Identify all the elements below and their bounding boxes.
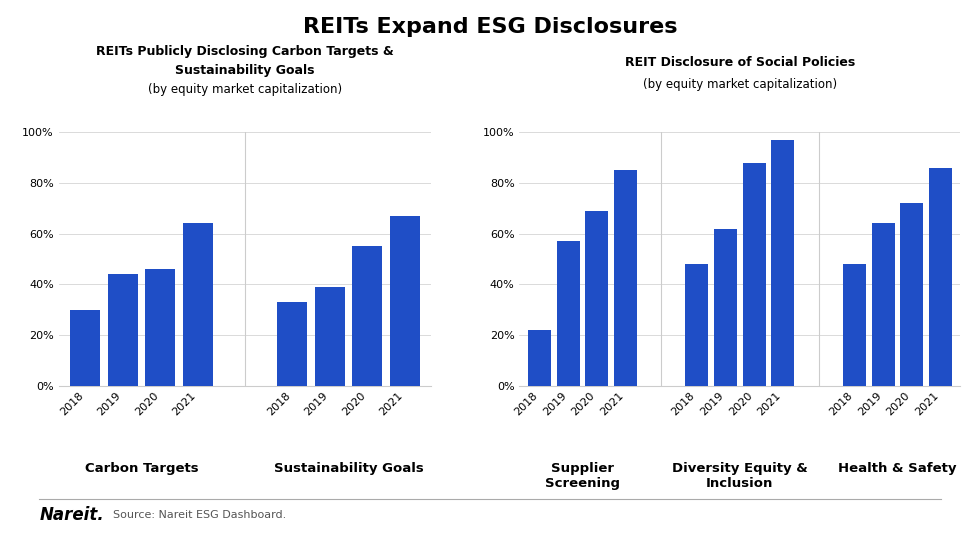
- Text: Sustainability Goals: Sustainability Goals: [175, 64, 315, 77]
- Text: (by equity market capitalization): (by equity market capitalization): [643, 78, 837, 91]
- Text: Health & Safety: Health & Safety: [838, 462, 956, 475]
- Text: Carbon Targets: Carbon Targets: [84, 462, 198, 475]
- Bar: [277, 302, 307, 386]
- Text: Source: Nareit ESG Dashboard.: Source: Nareit ESG Dashboard.: [113, 510, 286, 520]
- Bar: [743, 163, 765, 386]
- Bar: [71, 310, 100, 386]
- Text: Diversity Equity &
Inclusion: Diversity Equity & Inclusion: [672, 462, 808, 490]
- Text: REIT Disclosure of Social Policies: REIT Disclosure of Social Policies: [625, 56, 855, 69]
- Bar: [843, 264, 866, 386]
- Bar: [929, 168, 952, 386]
- Bar: [613, 170, 637, 386]
- Bar: [183, 224, 213, 386]
- Bar: [390, 216, 419, 386]
- Bar: [714, 229, 737, 386]
- Bar: [585, 211, 609, 386]
- Bar: [685, 264, 709, 386]
- Text: Supplier
Screening: Supplier Screening: [545, 462, 620, 490]
- Bar: [145, 269, 175, 386]
- Text: REITs Publicly Disclosing Carbon Targets &: REITs Publicly Disclosing Carbon Targets…: [96, 45, 394, 58]
- Bar: [315, 287, 345, 386]
- Bar: [557, 241, 579, 386]
- Bar: [901, 203, 923, 386]
- Text: REITs Expand ESG Disclosures: REITs Expand ESG Disclosures: [303, 17, 677, 36]
- Text: Sustainability Goals: Sustainability Goals: [273, 462, 423, 475]
- Bar: [528, 330, 551, 386]
- Bar: [871, 224, 895, 386]
- Bar: [352, 246, 382, 386]
- Text: Nareit.: Nareit.: [39, 506, 104, 524]
- Text: (by equity market capitalization): (by equity market capitalization): [148, 83, 342, 96]
- Bar: [108, 274, 138, 386]
- Bar: [771, 140, 795, 386]
